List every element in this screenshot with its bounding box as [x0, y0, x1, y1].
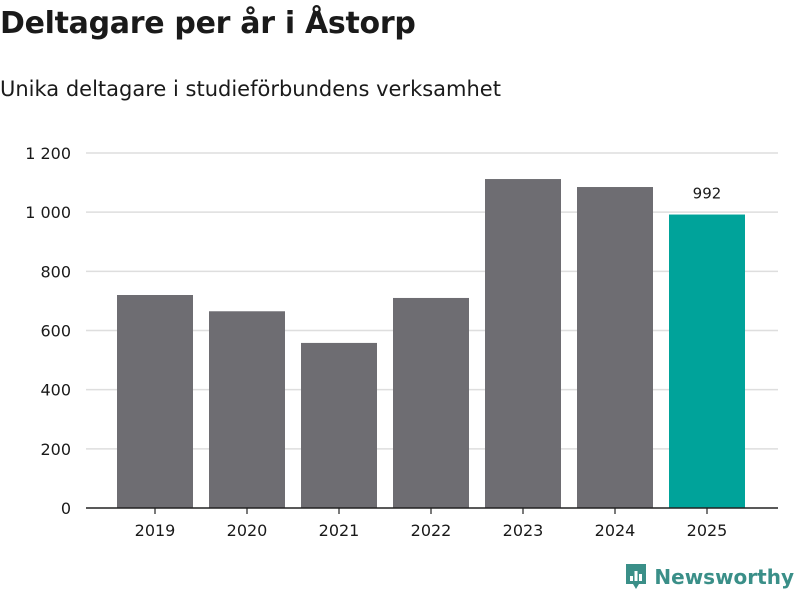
- brand-name: Newsworthy: [654, 565, 794, 589]
- y-tick-label: 1 000: [25, 203, 71, 222]
- y-tick-label: 800: [40, 262, 71, 281]
- x-tick-label: 2022: [411, 521, 452, 540]
- bar: [117, 295, 193, 508]
- x-tick-label: 2021: [319, 521, 360, 540]
- x-tick-label: 2024: [595, 521, 636, 540]
- bar: [485, 179, 561, 509]
- data-label: 992: [693, 185, 722, 203]
- y-tick-label: 600: [40, 322, 71, 341]
- x-tick-label: 2019: [135, 521, 176, 540]
- bar: [301, 342, 377, 508]
- x-tick-label: 2025: [687, 521, 728, 540]
- newsworthy-logo-icon: [626, 564, 647, 589]
- y-tick-label: 0: [61, 499, 71, 518]
- bar: [669, 214, 745, 509]
- chart-subtitle: Unika deltagare i studieförbundens verks…: [0, 77, 501, 101]
- bar: [577, 187, 653, 509]
- x-tick-label: 2023: [503, 521, 544, 540]
- bar: [209, 311, 285, 508]
- y-tick-label: 400: [40, 381, 71, 400]
- brand-logo: Newsworthy: [624, 562, 794, 592]
- chart-title: Deltagare per år i Åstorp: [0, 6, 416, 41]
- x-tick-label: 2020: [227, 521, 268, 540]
- y-tick-label: 200: [40, 440, 71, 459]
- y-tick-label: 1 200: [25, 144, 71, 163]
- bar: [393, 297, 469, 508]
